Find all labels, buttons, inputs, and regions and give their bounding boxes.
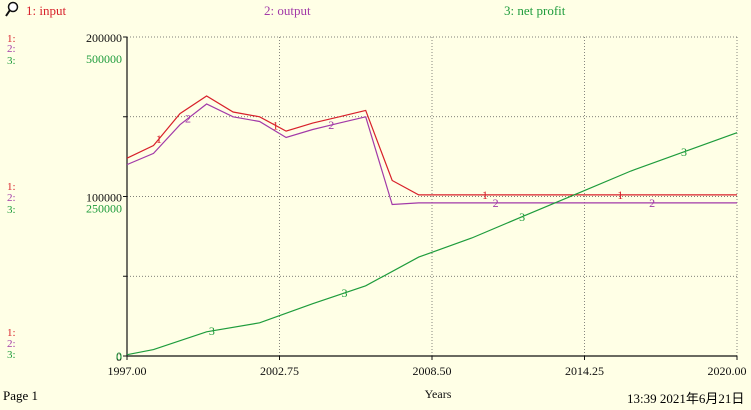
series-marker-1: 1 <box>156 132 162 146</box>
x-tick-labels: 1997.00 2002.75 2008.50 2014.25 2020.00 <box>108 364 747 378</box>
axis-marker-1-mid: 1: <box>7 181 16 193</box>
y-tick-label: 200000 <box>86 31 122 45</box>
y-tick-label: 0 <box>116 349 122 363</box>
plot-frame <box>123 36 738 360</box>
series-line-net-profit <box>126 132 738 356</box>
axis-marker-2-bottom: 2: <box>7 338 16 350</box>
series-marker-3: 3 <box>341 286 347 300</box>
series-line-output <box>126 103 737 206</box>
pin-icon[interactable] <box>3 0 25 20</box>
x-tick-label: 2002.75 <box>260 364 299 378</box>
grid <box>127 36 738 356</box>
y-tick-label: 0 <box>116 350 122 364</box>
x-axis-label: Years <box>425 387 452 401</box>
legend-net-profit: 3: net profit <box>504 3 566 18</box>
series-marker-1: 1 <box>617 188 623 202</box>
axis-marker-1-bottom: 1: <box>7 327 16 339</box>
x-tick-label: 2014.25 <box>565 364 604 378</box>
series-marker-2: 2 <box>185 112 191 126</box>
axis-marker-2-mid: 2: <box>7 192 16 204</box>
page-number: Page 1 <box>3 388 39 403</box>
series-marker-2: 2 <box>328 118 334 132</box>
y-tick-label: 500000 <box>86 52 122 66</box>
series-lines <box>126 95 738 356</box>
axis-marker-2-top: 2: <box>7 43 16 55</box>
axis-marker-3-top: 3: <box>7 55 16 67</box>
y-tick-label: 100000 <box>86 191 122 205</box>
axis-marker-3-mid: 3: <box>7 204 16 216</box>
legend-input: 1: input <box>26 3 67 18</box>
series-marker-1: 1 <box>273 118 279 132</box>
x-tick-label: 2020.00 <box>708 364 747 378</box>
y-tick-label: 250000 <box>86 202 122 216</box>
series-line-input <box>126 95 737 196</box>
x-tick-label: 1997.00 <box>108 364 147 378</box>
axis-marker-1-top: 1: <box>7 33 16 45</box>
legend-output: 2: output <box>264 3 311 18</box>
x-tick-label: 2008.50 <box>413 364 452 378</box>
series-marker-3: 3 <box>681 145 687 159</box>
series-marker-2: 2 <box>649 196 655 210</box>
timestamp: 13:39 2021年6月21日 <box>627 391 745 406</box>
series-marker-2: 2 <box>493 196 499 210</box>
series-marker-3: 3 <box>209 324 215 338</box>
series-marker-3: 3 <box>519 210 525 224</box>
axis-marker-3-bottom: 3: <box>7 349 16 361</box>
series-marker-1: 1 <box>482 188 488 202</box>
